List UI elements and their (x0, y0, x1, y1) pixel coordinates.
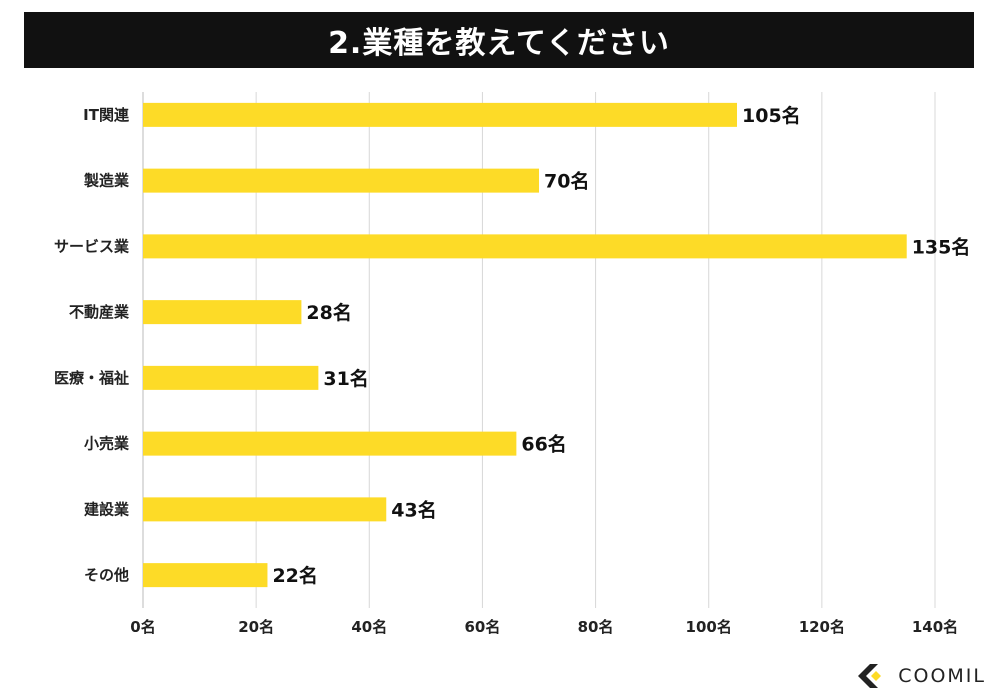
value-label: 70名 (544, 170, 589, 193)
category-label: その他 (84, 566, 129, 584)
category-label: 不動産業 (69, 303, 130, 321)
x-tick-label: 140名 (912, 618, 958, 636)
category-label: IT関連 (83, 106, 130, 124)
coomil-logo-icon (858, 664, 882, 688)
bar (143, 431, 517, 456)
x-tick-label: 100名 (686, 618, 732, 636)
value-label: 31名 (323, 367, 368, 390)
value-label: 28名 (306, 301, 351, 324)
category-label: 建設業 (84, 500, 130, 518)
chart-title: 2.業種を教えてください (24, 12, 974, 68)
category-label: サービス業 (54, 237, 130, 255)
brand-name: COOMIL (898, 665, 986, 687)
bar (143, 102, 737, 127)
category-label: 小売業 (84, 435, 130, 453)
value-label: 22名 (272, 564, 317, 587)
value-label: 43名 (391, 498, 436, 521)
value-label: 66名 (521, 433, 566, 456)
category-label: 製造業 (83, 172, 130, 190)
bar (143, 563, 268, 588)
value-label: 135名 (912, 235, 971, 258)
value-label: 105名 (742, 104, 801, 127)
bar (143, 365, 319, 390)
x-tick-label: 60名 (464, 618, 500, 636)
bar (143, 497, 387, 522)
bar (143, 300, 302, 325)
brand-logo: COOMIL (856, 662, 986, 690)
bar (143, 234, 907, 259)
x-tick-label: 40名 (351, 618, 387, 636)
x-tick-label: 120名 (799, 618, 845, 636)
category-label: 医療・福祉 (54, 369, 129, 387)
x-tick-label: 80名 (578, 618, 614, 636)
bar-layer (143, 102, 907, 588)
x-tick-label: 0名 (130, 618, 155, 636)
x-tick-label: 20名 (238, 618, 274, 636)
bar (143, 168, 539, 193)
